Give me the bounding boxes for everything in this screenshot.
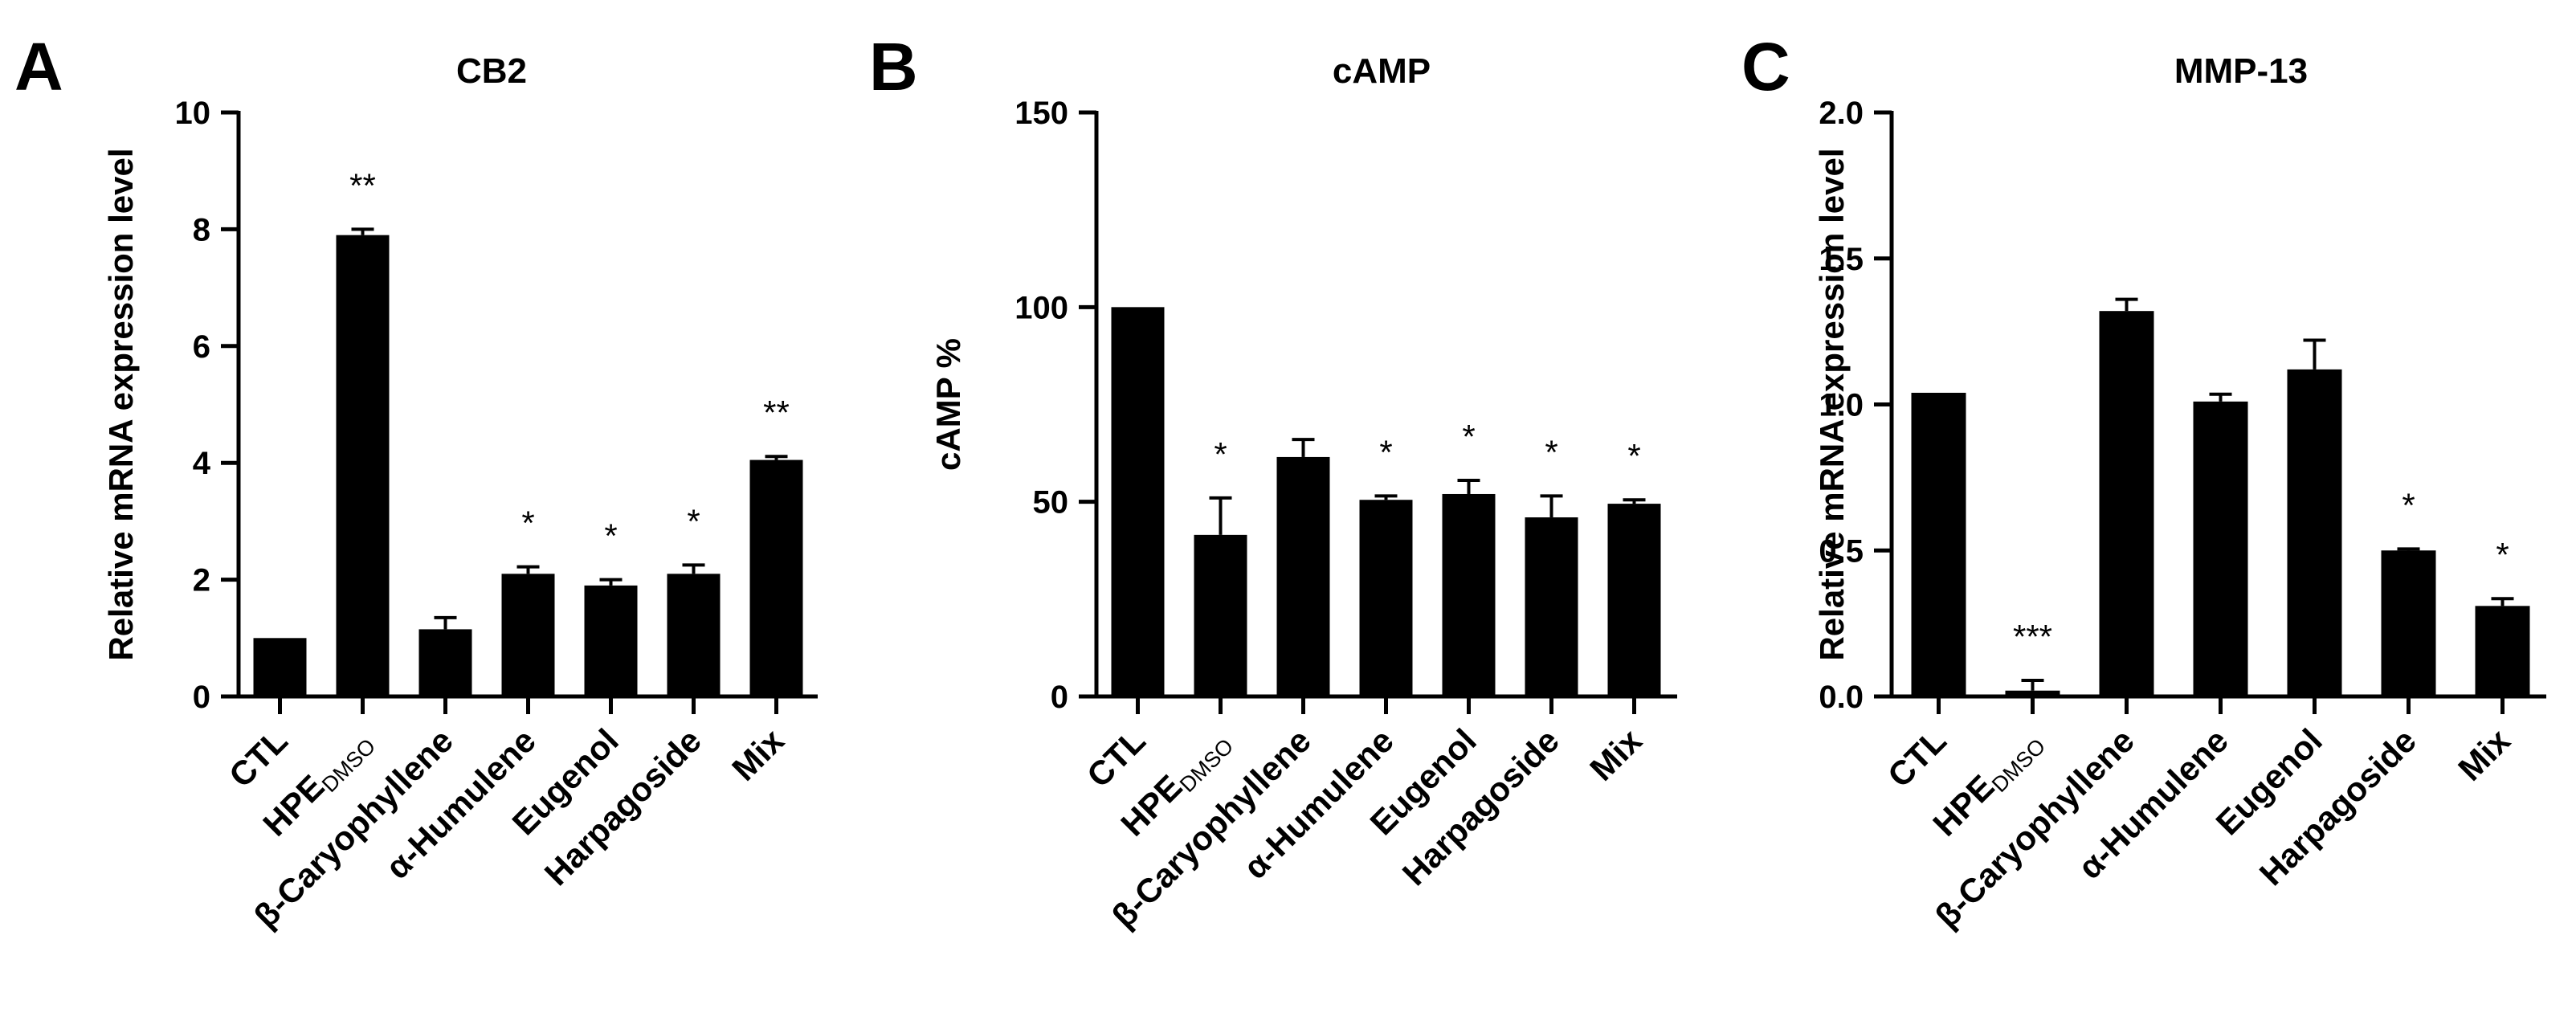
y-tick-label: 0.0 [1819, 680, 1864, 715]
bar [1194, 534, 1247, 696]
y-tick-label: 2.0 [1819, 96, 1864, 131]
bar [584, 585, 638, 696]
y-axis-label: cAMP % [929, 338, 967, 471]
bar [1442, 493, 1496, 696]
panel-letter: A [14, 29, 63, 104]
bar [253, 638, 307, 696]
y-tick-label: 10 [175, 96, 211, 131]
bar [1276, 456, 1330, 696]
chart-title: CB2 [456, 51, 527, 91]
bar [2005, 690, 2060, 696]
bar [2475, 606, 2530, 696]
significance-marker: *** [2013, 618, 2052, 655]
significance-marker: * [1545, 433, 1557, 471]
y-tick-label: 0.5 [1819, 533, 1864, 569]
bar [336, 235, 390, 696]
bar [418, 629, 472, 696]
panel-a: A CB2 Relative mRNA expression level 0 2 4 6 8 1… [14, 29, 818, 935]
bar [749, 459, 803, 696]
panel-letter: C [1741, 29, 1790, 104]
y-tick-label: 2 [193, 563, 210, 598]
y-tick-label: 8 [193, 212, 210, 247]
bar [2193, 401, 2248, 696]
bar [1607, 504, 1661, 696]
bar [1111, 307, 1165, 696]
significance-marker: * [687, 502, 700, 540]
significance-marker: * [1379, 433, 1392, 471]
y-tick-label: 4 [193, 446, 211, 481]
bar [2099, 311, 2154, 696]
significance-marker: * [1462, 418, 1475, 455]
y-tick-label: 150 [1014, 96, 1068, 131]
x-tick-label: Mix [725, 721, 791, 788]
bar [1359, 500, 1413, 696]
panel-letter: B [869, 29, 918, 104]
y-tick-label: 0 [193, 680, 210, 715]
chart-title: MMP-13 [2174, 51, 2308, 91]
bar [667, 574, 721, 696]
y-axis-label: Relative mRNA expression level [102, 148, 140, 660]
significance-marker: * [2402, 486, 2415, 524]
x-tick-label: Mix [1582, 721, 1649, 788]
significance-marker: * [1214, 435, 1227, 473]
bar [1911, 392, 1966, 696]
chart-title: cAMP [1333, 51, 1431, 91]
bar [501, 574, 555, 696]
y-tick-label: 0 [1051, 680, 1068, 715]
y-tick-label: 100 [1014, 290, 1068, 325]
significance-marker: * [521, 504, 534, 542]
y-tick-label: 6 [193, 329, 210, 365]
panel-c: C MMP-13 Relative mRNA expression level 0.0… [1741, 29, 2546, 935]
x-tick-label: CTL [1880, 721, 1953, 794]
bar [2287, 369, 2342, 696]
y-tick-label: 1.5 [1819, 242, 1864, 277]
bar [1525, 517, 1578, 696]
y-tick-label: 50 [1033, 485, 1069, 521]
y-tick-label: 1.0 [1819, 388, 1864, 423]
x-tick-label: CTL [1080, 721, 1153, 794]
x-tick-label: Mix [2451, 721, 2517, 788]
significance-marker: * [2496, 536, 2509, 574]
bar [2381, 550, 2436, 696]
y-axis-label: Relative mRNA expression level [1813, 148, 1851, 660]
significance-marker: ** [763, 394, 790, 431]
significance-marker: * [1627, 437, 1640, 475]
significance-marker: ** [349, 166, 376, 204]
significance-marker: * [604, 517, 617, 555]
x-tick-label: CTL [222, 721, 295, 794]
